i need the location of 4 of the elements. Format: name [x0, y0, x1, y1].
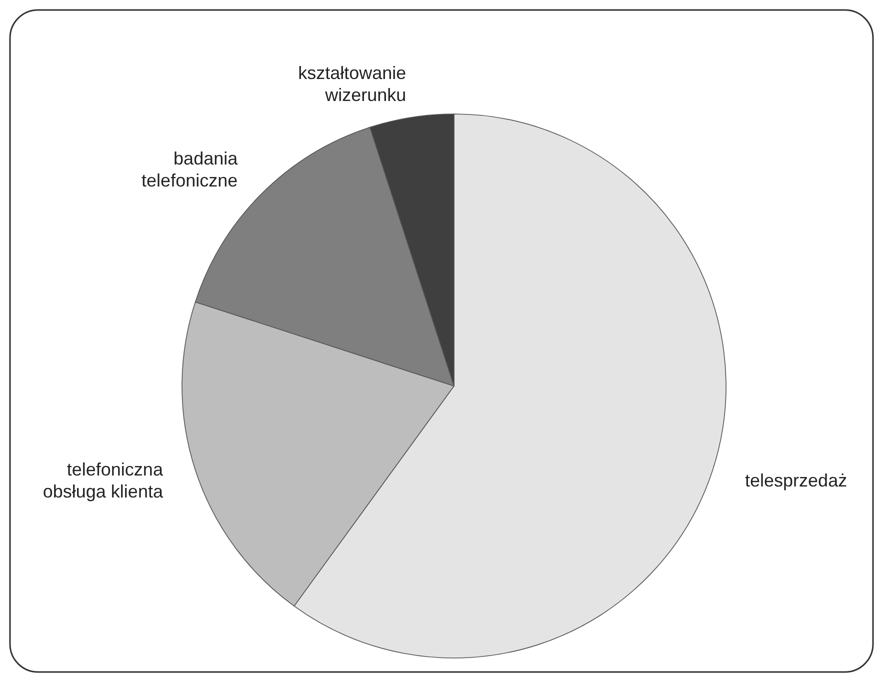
slice-label: telesprzedaż [745, 470, 848, 491]
slice-label: kształtowanie wizerunku [298, 62, 406, 105]
slice-label: badania telefoniczne [142, 148, 239, 191]
slice-label: telefoniczna obsługa klienta [42, 460, 164, 502]
